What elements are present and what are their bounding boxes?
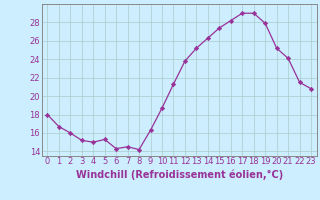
X-axis label: Windchill (Refroidissement éolien,°C): Windchill (Refroidissement éolien,°C) xyxy=(76,169,283,180)
